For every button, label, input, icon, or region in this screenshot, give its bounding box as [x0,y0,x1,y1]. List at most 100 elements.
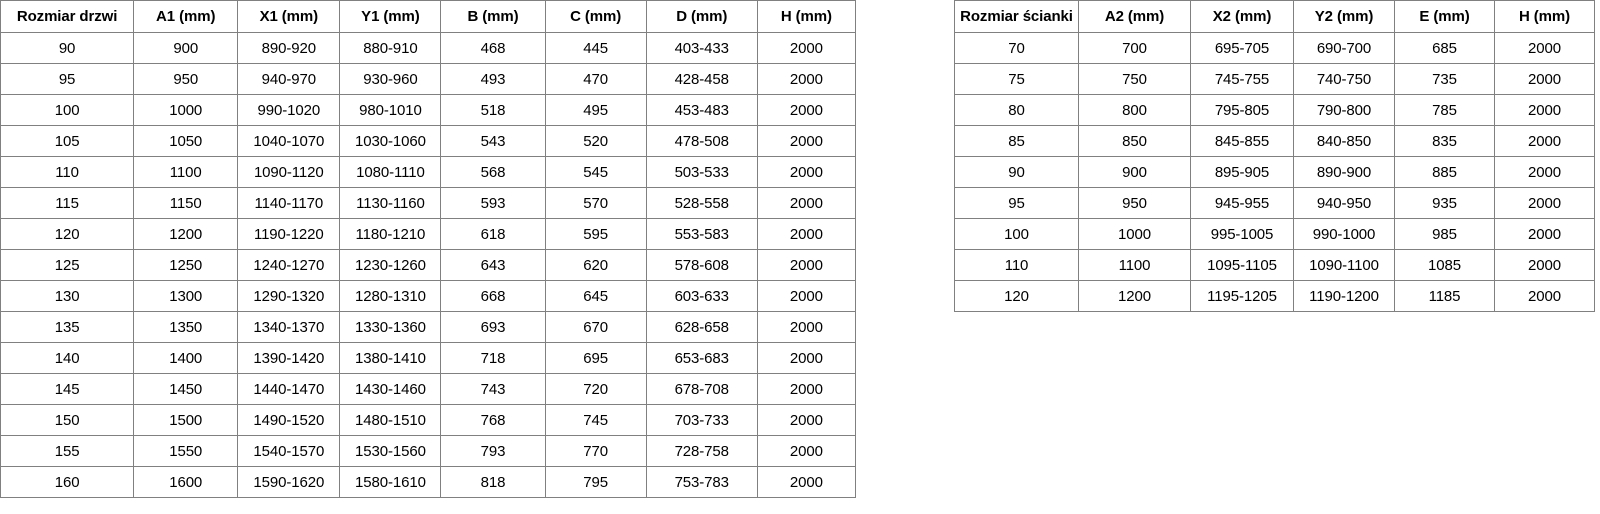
table-row: 135 1350 1340-1370 1330-1360 693 670 628… [0,311,857,343]
cell-y2: 940-950 [1293,187,1395,219]
cell-x1: 990-1020 [237,94,341,126]
cell-x2: 1095-1105 [1190,249,1294,281]
table-row: 130 1300 1290-1320 1280-1310 668 645 603… [0,280,857,312]
cell-a1: 1250 [133,249,239,281]
cell-b: 768 [440,404,546,436]
cell-c: 770 [544,435,647,467]
table-row: 100 1000 990-1020 980-1010 518 495 453-4… [0,94,857,126]
cell-y1: 1580-1610 [339,466,442,498]
cell-a1: 1200 [133,218,239,250]
cell-rozmiar-drzwi: 95 [0,63,135,95]
cell-x2: 945-955 [1190,187,1294,219]
door-table-body: 90 900 890-920 880-910 468 445 403-433 2… [0,32,857,498]
cell-y2: 690-700 [1293,32,1395,64]
cell-x1: 1340-1370 [237,311,341,343]
cell-x1: 1390-1420 [237,342,341,374]
cell-rozmiar-scianki: 95 [954,187,1079,219]
cell-d: 403-433 [645,32,758,64]
cell-h: 2000 [1494,187,1595,219]
table-row: 120 1200 1190-1220 1180-1210 618 595 553… [0,218,857,250]
column-header-y2: Y2 (mm) [1293,0,1395,33]
cell-e: 985 [1394,218,1495,250]
cell-y1: 930-960 [339,63,442,95]
table-row: 150 1500 1490-1520 1480-1510 768 745 703… [0,404,857,436]
column-header-h: H (mm) [1494,0,1595,33]
cell-d: 653-683 [645,342,758,374]
cell-b: 668 [440,280,546,312]
cell-e: 935 [1394,187,1495,219]
cell-c: 595 [544,218,647,250]
column-header-h: H (mm) [756,0,857,33]
cell-y2: 990-1000 [1293,218,1395,250]
cell-b: 718 [440,342,546,374]
cell-a1: 950 [133,63,239,95]
cell-b: 643 [440,249,546,281]
cell-h: 2000 [1494,249,1595,281]
cell-c: 645 [544,280,647,312]
cell-rozmiar-drzwi: 125 [0,249,135,281]
cell-x2: 795-805 [1190,94,1294,126]
table-row: 140 1400 1390-1420 1380-1410 718 695 653… [0,342,857,374]
cell-a2: 1200 [1078,280,1191,312]
cell-d: 528-558 [645,187,758,219]
cell-y1: 1180-1210 [339,218,442,250]
table-row: 110 1100 1090-1120 1080-1110 568 545 503… [0,156,857,188]
cell-x1: 1440-1470 [237,373,341,405]
column-header-d: D (mm) [645,0,758,33]
cell-rozmiar-scianki: 120 [954,280,1079,312]
cell-y2: 890-900 [1293,156,1395,188]
column-header-e: E (mm) [1394,0,1495,33]
cell-y1: 1330-1360 [339,311,442,343]
cell-rozmiar-drzwi: 105 [0,125,135,157]
cell-x1: 1090-1120 [237,156,341,188]
cell-d: 503-533 [645,156,758,188]
cell-rozmiar-drzwi: 135 [0,311,135,343]
table-row: 105 1050 1040-1070 1030-1060 543 520 478… [0,125,857,157]
cell-h: 2000 [756,63,857,95]
cell-d: 428-458 [645,63,758,95]
table-header-row: Rozmiar ścianki A2 (mm) X2 (mm) Y2 (mm) … [954,0,1595,33]
cell-e: 785 [1394,94,1495,126]
cell-b: 793 [440,435,546,467]
cell-h: 2000 [756,435,857,467]
cell-rozmiar-scianki: 80 [954,94,1079,126]
cell-e: 685 [1394,32,1495,64]
cell-c: 470 [544,63,647,95]
cell-a2: 1000 [1078,218,1191,250]
column-header-a1: A1 (mm) [133,0,239,33]
cell-y1: 1130-1160 [339,187,442,219]
wall-table-body: 70 700 695-705 690-700 685 2000 75 750 7… [954,32,1595,312]
cell-b: 618 [440,218,546,250]
cell-y2: 740-750 [1293,63,1395,95]
cell-x1: 1590-1620 [237,466,341,498]
cell-x2: 695-705 [1190,32,1294,64]
cell-a1: 1000 [133,94,239,126]
cell-d: 678-708 [645,373,758,405]
table-row: 95 950 945-955 940-950 935 2000 [954,187,1595,219]
table-row: 90 900 890-920 880-910 468 445 403-433 2… [0,32,857,64]
cell-y2: 840-850 [1293,125,1395,157]
cell-a2: 900 [1078,156,1191,188]
cell-a1: 1100 [133,156,239,188]
cell-a2: 750 [1078,63,1191,95]
cell-rozmiar-drzwi: 115 [0,187,135,219]
cell-a2: 950 [1078,187,1191,219]
cell-x1: 1240-1270 [237,249,341,281]
cell-d: 628-658 [645,311,758,343]
cell-d: 753-783 [645,466,758,498]
cell-a1: 1350 [133,311,239,343]
wall-size-table-container: Rozmiar ścianki A2 (mm) X2 (mm) Y2 (mm) … [954,0,1595,312]
table-row: 100 1000 995-1005 990-1000 985 2000 [954,218,1595,250]
table-row: 155 1550 1540-1570 1530-1560 793 770 728… [0,435,857,467]
column-header-c: C (mm) [544,0,647,33]
cell-h: 2000 [1494,32,1595,64]
cell-b: 493 [440,63,546,95]
cell-a1: 1050 [133,125,239,157]
cell-b: 693 [440,311,546,343]
cell-y1: 1480-1510 [339,404,442,436]
column-header-x2: X2 (mm) [1190,0,1294,33]
column-header-rozmiar-drzwi: Rozmiar drzwi [0,0,135,33]
cell-h: 2000 [756,94,857,126]
cell-a1: 1300 [133,280,239,312]
